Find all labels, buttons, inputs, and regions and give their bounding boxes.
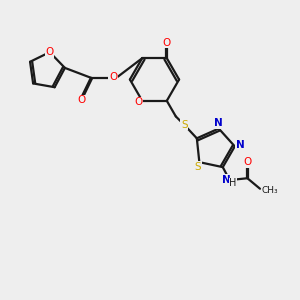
Text: O: O [163,38,171,48]
Text: O: O [243,157,251,167]
Text: H: H [229,178,237,188]
Text: O: O [134,97,143,107]
Text: O: O [46,47,54,57]
Text: O: O [109,72,117,82]
Text: CH₃: CH₃ [262,186,278,195]
Text: N: N [236,140,244,150]
Text: S: S [181,120,188,130]
Text: N: N [214,118,223,128]
Text: N: N [222,175,231,185]
Text: O: O [77,95,85,105]
Text: S: S [194,162,201,172]
